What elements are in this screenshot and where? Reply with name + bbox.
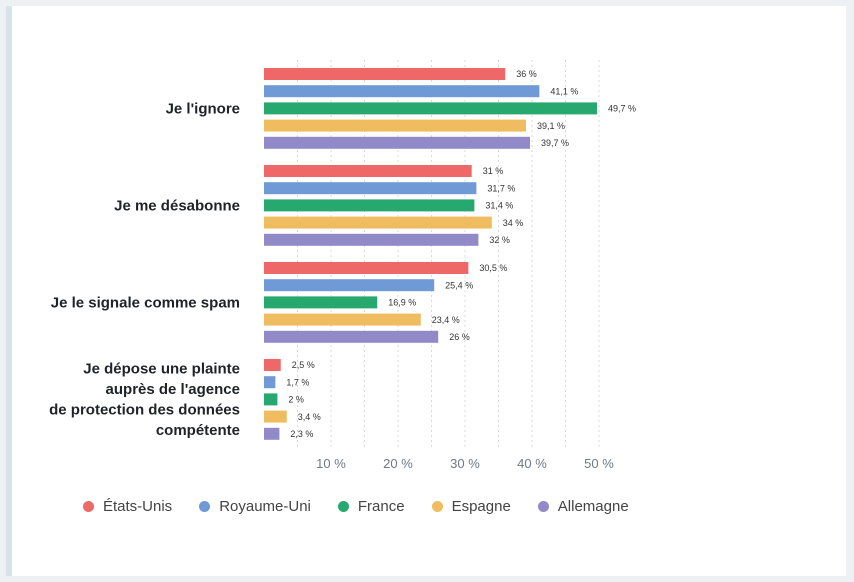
data-label: 2,3 %	[290, 429, 313, 439]
legend-swatch	[431, 501, 443, 512]
data-label: 39,1 %	[537, 121, 565, 131]
category-label: Je me désabonne	[114, 197, 240, 214]
bar	[264, 296, 378, 309]
legend-swatch	[83, 501, 94, 512]
data-label: 2 %	[288, 395, 304, 405]
legend-item: Allemagne	[537, 498, 629, 515]
x-tick-label: 20 %	[383, 456, 413, 471]
bar	[264, 313, 421, 326]
data-label: 31,4 %	[485, 201, 513, 211]
legend-item: France	[337, 498, 405, 515]
data-label: 49,7 %	[608, 104, 636, 114]
data-label: 16,9 %	[388, 298, 416, 308]
bar	[264, 182, 477, 195]
legend-swatch	[537, 501, 549, 512]
data-label: 30,5 %	[479, 263, 507, 273]
data-label: 2,5 %	[292, 360, 315, 370]
category-label: Je dépose une plainte auprès de l'agence d…	[49, 361, 240, 440]
data-label: 31 %	[483, 166, 504, 176]
data-label: 39,7 %	[541, 138, 569, 148]
bar	[264, 165, 472, 177]
bar	[264, 136, 530, 149]
bar	[264, 102, 597, 115]
x-tick-label: 10 %	[316, 456, 346, 471]
bar	[264, 393, 278, 406]
bar	[264, 330, 439, 343]
legend-label: France	[357, 498, 405, 515]
bar	[264, 376, 276, 389]
data-label: 31,7 %	[487, 183, 515, 193]
bar	[264, 262, 469, 274]
bar	[264, 410, 287, 423]
bar	[264, 216, 492, 229]
data-label: 1,7 %	[286, 377, 309, 387]
legend-label: États-Unis	[103, 498, 173, 515]
legend-label: Royaume-Uni	[219, 498, 311, 515]
legend-swatch	[199, 501, 211, 512]
data-label: 26 %	[449, 332, 470, 342]
x-tick-label: 30 %	[450, 456, 480, 471]
bar	[264, 119, 526, 132]
data-label: 25,4 %	[445, 280, 473, 290]
data-label: 34 %	[503, 218, 524, 228]
bar	[264, 199, 475, 212]
chart-legend: États-Unis Royaume-Uni France Espagne Allema…	[83, 498, 629, 515]
bar	[264, 68, 506, 80]
x-tick-label: 50 %	[584, 456, 614, 471]
legend-item: États-Unis	[83, 498, 172, 515]
legend-swatch	[337, 501, 349, 512]
data-label: 3,4 %	[298, 412, 321, 422]
bar	[264, 427, 280, 440]
data-label: 23,4 %	[432, 315, 460, 325]
legend-item: Espagne	[431, 498, 511, 515]
data-label: 32 %	[489, 235, 510, 245]
legend-item: Royaume-Uni	[199, 498, 311, 515]
bar	[264, 359, 281, 371]
bar	[264, 279, 435, 292]
bar	[264, 233, 479, 246]
data-label: 41,1 %	[550, 86, 578, 96]
category-label: Je le signale comme spam	[51, 294, 240, 311]
x-tick-label: 40 %	[517, 456, 547, 471]
category-label: Je l'ignore	[166, 100, 240, 117]
bar	[264, 85, 540, 98]
data-label: 36 %	[516, 69, 537, 79]
legend-label: Allemagne	[557, 498, 629, 515]
legend-label: Espagne	[451, 498, 511, 515]
